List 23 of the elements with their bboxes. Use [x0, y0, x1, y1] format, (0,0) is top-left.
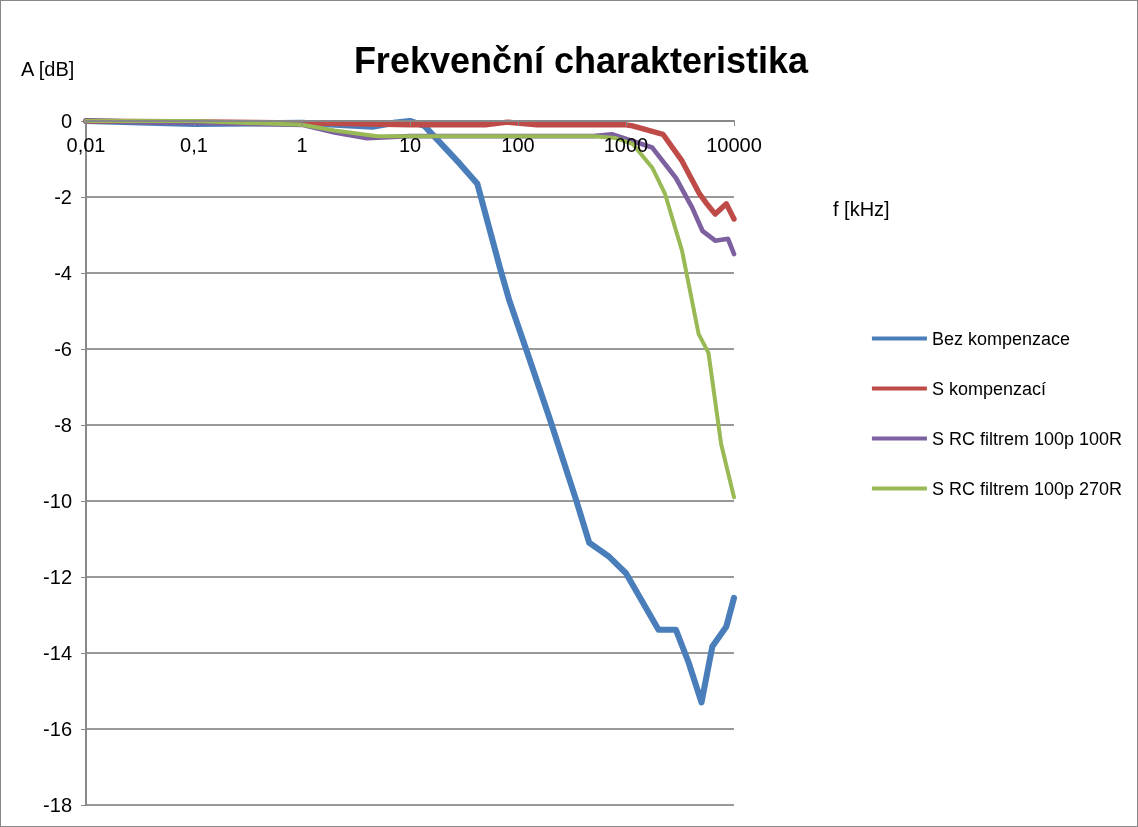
- x-axis-title: f [kHz]: [833, 198, 890, 220]
- legend-label: S RC filtrem 100p 100R: [931, 428, 1123, 449]
- y-tick-label: -18: [43, 794, 72, 816]
- x-tick-label: 10000: [706, 134, 762, 156]
- y-tick-label: -8: [54, 414, 72, 436]
- x-tick-label: 100: [501, 134, 535, 156]
- x-tick-label: 0,1: [180, 134, 208, 156]
- y-tick-label: -14: [43, 642, 72, 664]
- y-tick-label: -12: [43, 566, 72, 588]
- y-tick-label: 0: [60, 110, 72, 132]
- y-tick-label: -16: [43, 718, 72, 740]
- legend-label: S kompenzací: [931, 378, 1046, 399]
- y-tick-label: -2: [54, 186, 72, 208]
- y-tick-label: -4: [54, 262, 72, 284]
- x-tick-label: 10: [398, 134, 422, 156]
- x-tick-label: 0,01: [66, 134, 106, 156]
- y-tick-label: -6: [54, 338, 72, 360]
- legend-label: S RC filtrem 100p 270R: [931, 478, 1123, 499]
- x-tick-label: 1: [296, 134, 308, 156]
- legend-label: Bez kompenzace: [931, 328, 1070, 349]
- y-axis-title: A [dB]: [21, 58, 75, 80]
- chart-title: Frekvenční charakteristika: [353, 39, 810, 81]
- y-tick-label: -10: [43, 490, 72, 512]
